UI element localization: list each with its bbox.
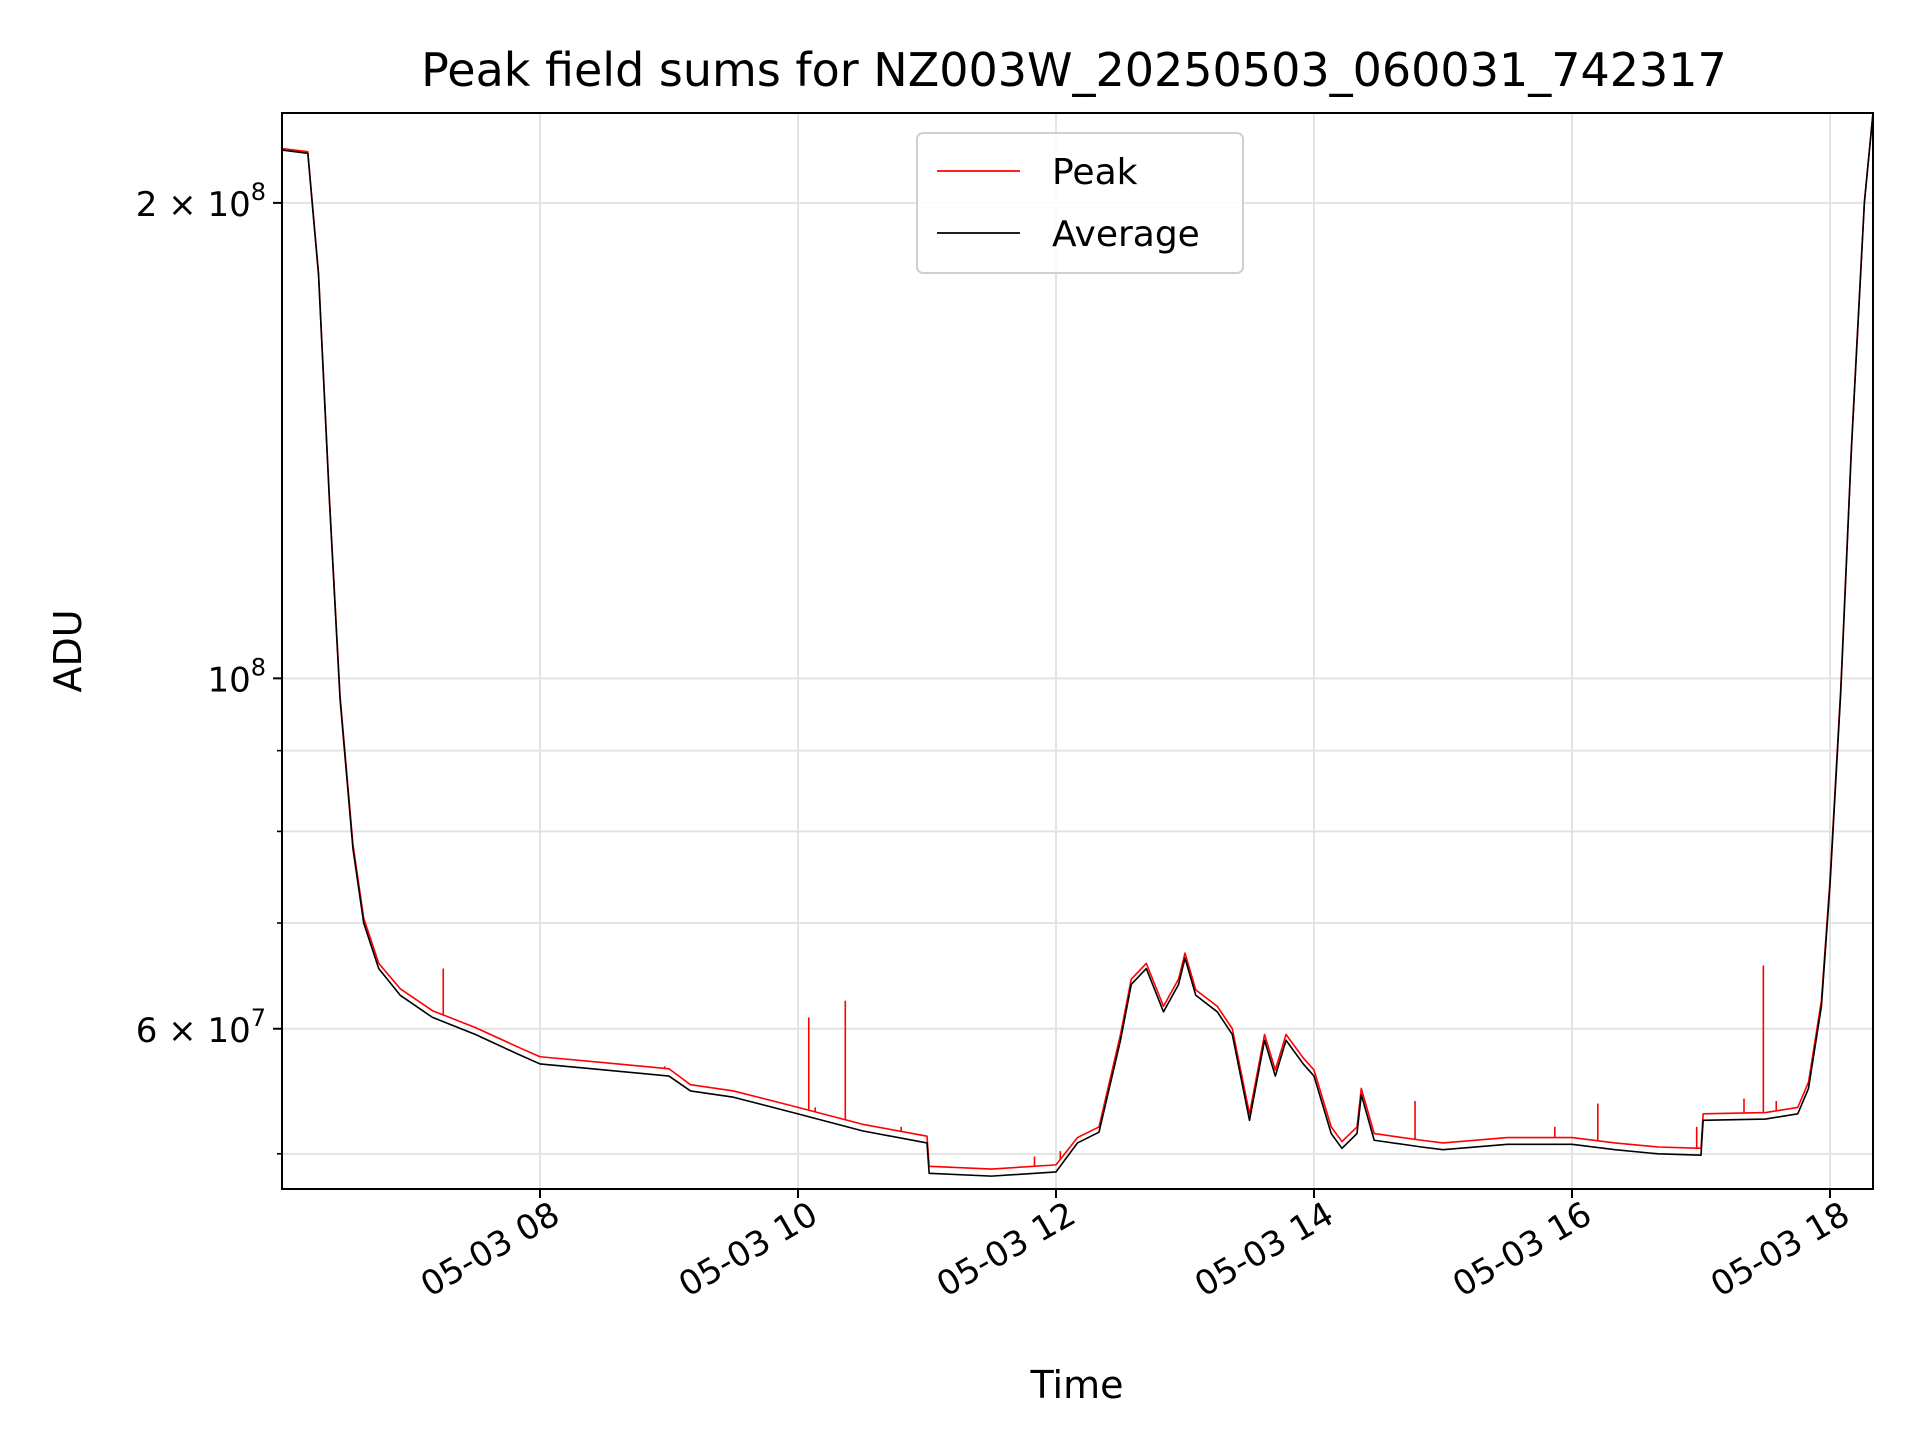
legend-label-peak: Peak [1052, 152, 1138, 193]
series-line-average [282, 113, 1873, 1177]
y-tick-label: 6 × 107 [136, 1004, 266, 1051]
y-tick-label: 2 × 108 [136, 178, 266, 225]
plot-frame [281, 112, 1874, 1190]
series-line-peak [282, 113, 1873, 1170]
plot-area [282, 113, 1873, 1189]
y-axis: 2 × 108 108 6 × 107 [136, 178, 282, 1155]
legend-box [916, 132, 1244, 274]
legend-label-average: Average [1052, 214, 1200, 255]
y-axis-label: ADU [46, 609, 90, 692]
series-layer [282, 113, 1873, 1177]
chart-title: Peak field sums for NZ003W_20250503_0600… [421, 43, 1727, 97]
legend: Peak Average [916, 132, 1244, 274]
x-axis-label: Time [1030, 1363, 1124, 1407]
y-tick-label: 108 [207, 653, 266, 700]
grid-lines [282, 113, 1873, 1189]
